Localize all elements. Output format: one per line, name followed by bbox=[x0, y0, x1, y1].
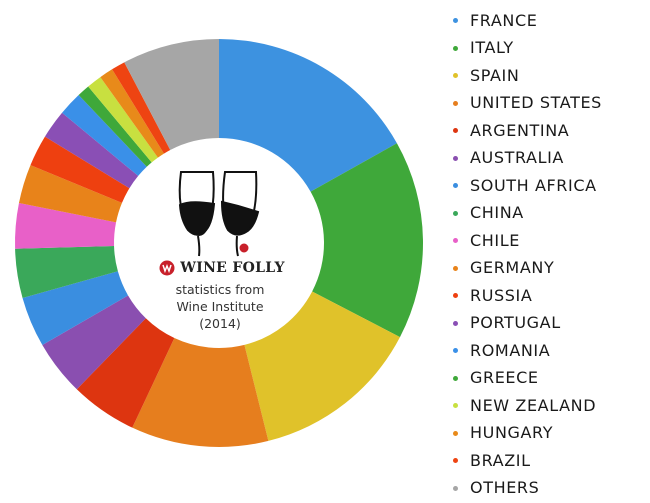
legend-item: ROMANIA bbox=[450, 337, 602, 365]
legend-item: SPAIN bbox=[450, 62, 602, 90]
legend-dot-icon bbox=[453, 375, 458, 381]
legend-item: CHINA bbox=[450, 200, 602, 228]
slice-italy bbox=[310, 143, 423, 338]
slice-australia bbox=[42, 295, 146, 390]
legend-label: ITALY bbox=[470, 38, 514, 58]
legend-dot-icon bbox=[453, 320, 458, 326]
legend-label: OTHERS bbox=[470, 478, 540, 498]
slice-romania bbox=[62, 94, 147, 176]
legend-dot-icon bbox=[453, 293, 458, 299]
legend-label: ROMANIA bbox=[470, 340, 551, 360]
slice-united-states bbox=[132, 338, 269, 447]
slice-brazil bbox=[112, 62, 171, 154]
slice-portugal bbox=[44, 112, 139, 189]
legend-label: BRAZIL bbox=[470, 450, 531, 470]
slice-france bbox=[219, 39, 397, 192]
legend-item: PORTUGAL bbox=[450, 310, 602, 338]
legend-dot-icon bbox=[453, 155, 458, 161]
slice-germany bbox=[18, 165, 122, 223]
legend-item: RUSSIA bbox=[450, 282, 602, 310]
legend-dot-icon bbox=[453, 485, 458, 491]
legend-label: GREECE bbox=[470, 368, 539, 388]
legend-item: CHILE bbox=[450, 227, 602, 255]
legend-label: NEW ZEALAND bbox=[470, 395, 597, 415]
slice-argentina bbox=[76, 318, 175, 428]
legend-label: SPAIN bbox=[470, 65, 520, 85]
legend-label: AUSTRALIA bbox=[470, 148, 564, 168]
slice-greece bbox=[78, 86, 152, 167]
legend-item: GREECE bbox=[450, 365, 602, 393]
legend-item: ITALY bbox=[450, 35, 602, 63]
slice-others bbox=[124, 39, 219, 151]
legend-item: AUSTRALIA bbox=[450, 145, 602, 173]
legend-label: RUSSIA bbox=[470, 285, 533, 305]
slice-new-zealand bbox=[88, 77, 158, 163]
legend-item: HUNGARY bbox=[450, 420, 602, 448]
legend-dot-icon bbox=[453, 458, 458, 464]
slice-russia bbox=[30, 136, 130, 203]
legend-label: SOUTH AFRICA bbox=[470, 175, 597, 195]
legend-dot-icon bbox=[453, 348, 458, 354]
legend-dot-icon bbox=[453, 238, 458, 244]
center-caption: statistics from Wine Institute (2014) bbox=[140, 281, 300, 332]
wine-folly-logo-icon bbox=[159, 260, 175, 276]
legend-dot-icon bbox=[453, 45, 458, 51]
donut-chart bbox=[15, 39, 423, 447]
legend-label: ARGENTINA bbox=[470, 120, 570, 140]
legend-label: GERMANY bbox=[470, 258, 555, 278]
center-line-1: statistics from bbox=[175, 282, 265, 297]
legend-dot-icon bbox=[453, 100, 458, 106]
legend-item: GERMANY bbox=[450, 255, 602, 283]
legend-label: UNITED STATES bbox=[470, 93, 602, 113]
legend-item: BRAZIL bbox=[450, 447, 602, 475]
legend-item: SOUTH AFRICA bbox=[450, 172, 602, 200]
slice-spain bbox=[244, 291, 400, 441]
legend-item: OTHERS bbox=[450, 475, 602, 503]
legend-dot-icon bbox=[453, 73, 458, 79]
legend: FRANCE ITALY SPAIN UNITED STATES ARGENTINA AU… bbox=[450, 7, 602, 502]
slice-south-africa bbox=[22, 271, 129, 345]
legend-dot-icon bbox=[453, 183, 458, 189]
legend-label: FRANCE bbox=[470, 10, 538, 30]
legend-dot-icon bbox=[453, 430, 458, 436]
legend-label: PORTUGAL bbox=[470, 313, 561, 333]
legend-item: FRANCE bbox=[450, 7, 602, 35]
center-line-3: (2014) bbox=[199, 316, 241, 331]
legend-dot-icon bbox=[453, 210, 458, 216]
legend-item: UNITED STATES bbox=[450, 90, 602, 118]
legend-item: ARGENTINA bbox=[450, 117, 602, 145]
center-line-2: Wine Institute bbox=[176, 299, 264, 314]
legend-item: NEW ZEALAND bbox=[450, 392, 602, 420]
legend-label: CHINA bbox=[470, 203, 524, 223]
legend-dot-icon bbox=[453, 403, 458, 409]
legend-label: CHILE bbox=[470, 230, 520, 250]
wine-glasses-icon bbox=[178, 171, 260, 257]
brand-name: WINE FOLLY bbox=[180, 260, 285, 276]
legend-label: HUNGARY bbox=[470, 423, 554, 443]
slice-hungary bbox=[100, 69, 164, 158]
slice-chile bbox=[15, 202, 117, 249]
wine-folly-logo: WINE FOLLY bbox=[152, 258, 292, 278]
legend-dot-icon bbox=[453, 265, 458, 271]
legend-dot-icon bbox=[453, 128, 458, 134]
legend-dot-icon bbox=[453, 18, 458, 24]
slice-china bbox=[15, 245, 118, 298]
